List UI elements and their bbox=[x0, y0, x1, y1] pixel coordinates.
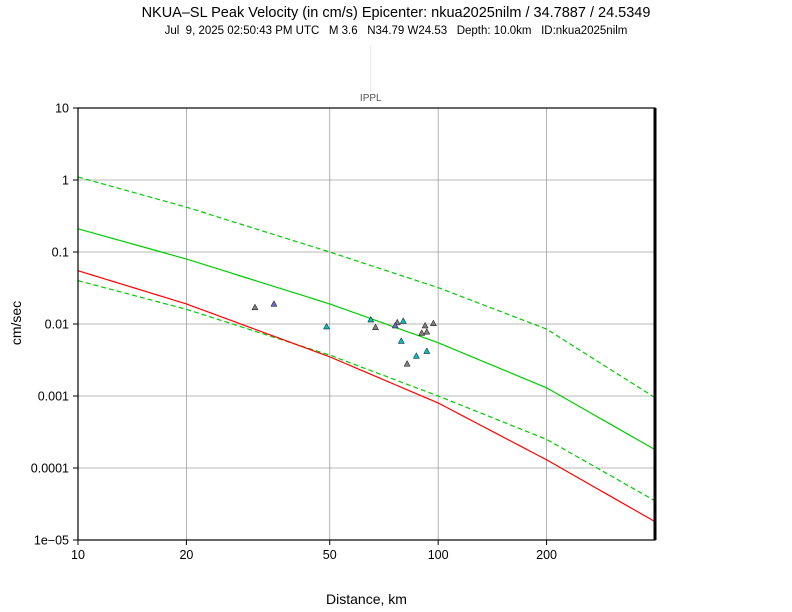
data-point bbox=[421, 321, 429, 329]
y-tick-label: 0.1 bbox=[52, 246, 69, 260]
x-axis-label: Distance, km bbox=[326, 591, 407, 607]
data-point bbox=[391, 321, 399, 329]
data-point bbox=[423, 347, 431, 354]
x-tick-label: 100 bbox=[428, 548, 449, 562]
model-curves bbox=[77, 176, 656, 523]
data-point bbox=[399, 317, 407, 324]
y-tick-label: 0.0001 bbox=[31, 462, 69, 476]
data-points bbox=[251, 300, 437, 367]
model-curve-bound bbox=[77, 280, 656, 502]
chart-subtitle: Jul 9, 2025 02:50:43 PM UTC M 3.6 N34.79… bbox=[164, 25, 628, 37]
data-point bbox=[403, 360, 411, 367]
y-tick-label: 0.001 bbox=[38, 390, 69, 404]
tick-labels: 10 20 50 100 200 10 1 0.1 0.01 0.001 0.0001 1e−05 bbox=[31, 102, 657, 562]
data-point bbox=[412, 352, 420, 359]
y-tick-label: 1 bbox=[62, 174, 69, 188]
data-point bbox=[270, 300, 278, 307]
model-curve bbox=[77, 270, 656, 523]
station-marker: IPPL bbox=[360, 45, 382, 104]
y-tick-label: 1e−05 bbox=[34, 534, 69, 548]
data-point bbox=[367, 315, 375, 323]
data-point bbox=[397, 337, 405, 344]
chart-title: NKUA–SL Peak Velocity (in cm/s) Epicente… bbox=[141, 5, 651, 21]
y-tick-label: 0.01 bbox=[45, 318, 69, 332]
x-tick-label: 200 bbox=[536, 548, 557, 562]
model-curve bbox=[77, 228, 656, 451]
x-tick-label: 10 bbox=[71, 548, 85, 562]
data-point bbox=[423, 328, 431, 335]
data-point bbox=[418, 329, 426, 336]
grid bbox=[77, 107, 655, 541]
data-point bbox=[251, 303, 259, 311]
model-curve-bound bbox=[77, 176, 656, 399]
data-point bbox=[429, 319, 437, 327]
data-point bbox=[323, 322, 330, 330]
marker-label: IPPL bbox=[360, 93, 382, 104]
y-tick-label: 10 bbox=[55, 102, 69, 116]
x-tick-label: 50 bbox=[323, 548, 337, 562]
y-axis-label: cm/sec bbox=[8, 300, 24, 346]
data-point bbox=[372, 323, 379, 330]
x-tick-label: 20 bbox=[179, 548, 193, 562]
